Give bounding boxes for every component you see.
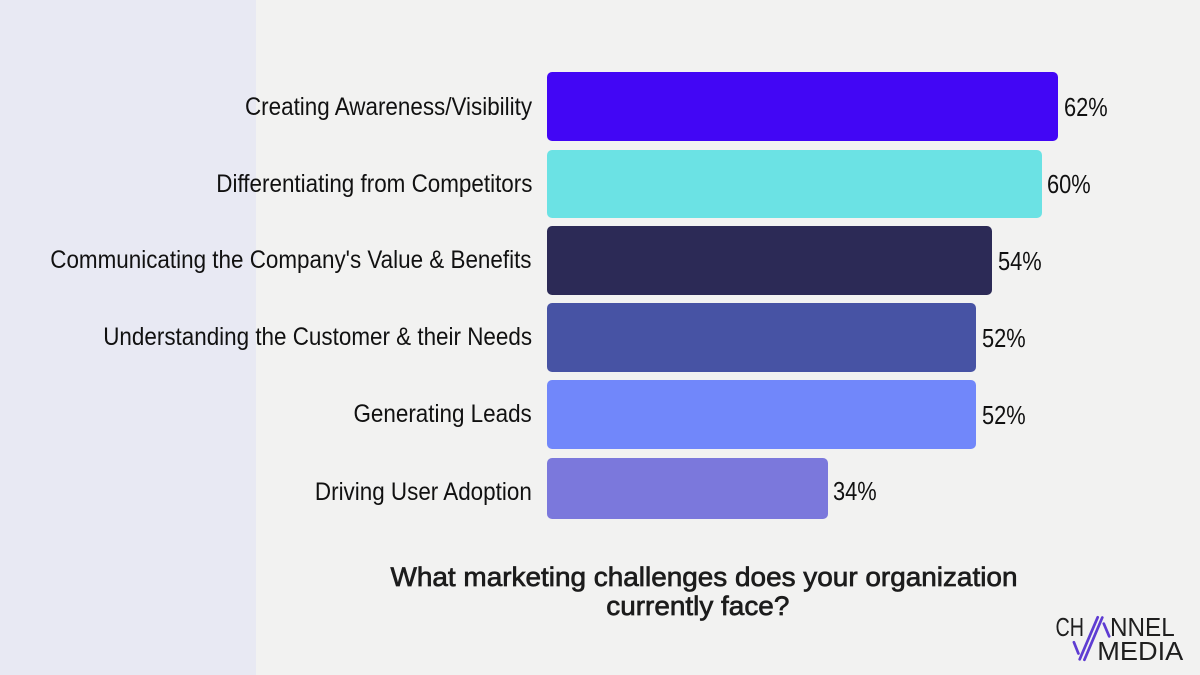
svg-text:CH: CH <box>1056 612 1085 642</box>
svg-text:MEDIA: MEDIA <box>1097 636 1184 666</box>
svg-text:NNEL: NNEL <box>1110 612 1175 642</box>
